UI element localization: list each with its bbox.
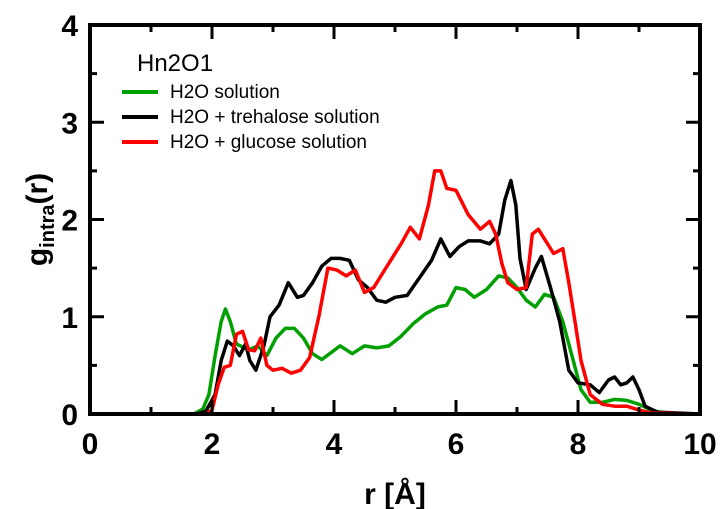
series-line-1 bbox=[88, 274, 702, 416]
x-tick-label: 2 bbox=[204, 428, 221, 461]
x-tick-label: 0 bbox=[82, 428, 99, 461]
x-tick-label: 6 bbox=[448, 428, 465, 461]
legend-entry-3: H2O + glucose solution bbox=[170, 132, 367, 153]
series-line-2 bbox=[88, 178, 702, 416]
legend: Hn2O1 H2O solution H2O + trehalose soluti… bbox=[122, 50, 380, 153]
legend-entry-1: H2O solution bbox=[170, 82, 280, 103]
axis-ticks bbox=[88, 23, 702, 416]
legend-entry-2: H2O + trehalose solution bbox=[170, 107, 380, 128]
x-tick-label: 4 bbox=[326, 428, 343, 461]
y-axis-label-tail: (r) bbox=[21, 173, 54, 205]
y-tick-label: 2 bbox=[61, 205, 78, 238]
tick-labels: 0 2 4 6 8 10 0 1 2 3 4 bbox=[61, 10, 716, 461]
x-axis-label: r [Å] bbox=[364, 478, 426, 509]
y-tick-label: 1 bbox=[61, 302, 78, 335]
y-tick-label: 3 bbox=[61, 107, 78, 140]
legend-title: Hn2O1 bbox=[137, 50, 213, 77]
y-axis-label-main: g bbox=[21, 248, 54, 266]
x-tick-label: 10 bbox=[683, 428, 716, 461]
y-axis-label: gintra(r) bbox=[21, 173, 59, 266]
y-axis-label-sub: intra bbox=[37, 204, 59, 248]
series-line-3 bbox=[88, 169, 702, 416]
y-tick-label: 0 bbox=[61, 399, 78, 432]
x-tick-label: 8 bbox=[570, 428, 587, 461]
y-tick-label: 4 bbox=[61, 10, 78, 43]
series-lines bbox=[88, 169, 702, 416]
